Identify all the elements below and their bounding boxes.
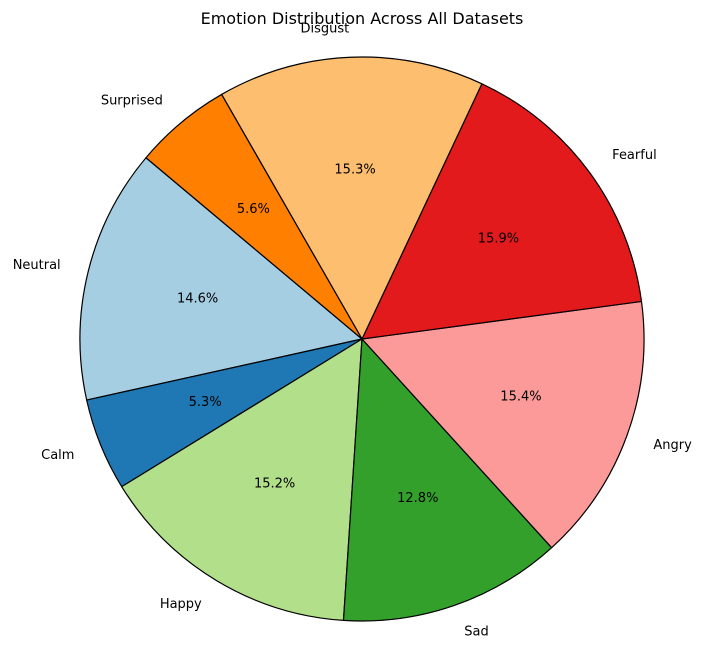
- pie-slice-angry: [361, 300, 645, 549]
- pie-slice-disgust: [221, 56, 483, 340]
- chart-title: Emotion Distribution Across All Datasets: [201, 9, 524, 28]
- slice-percent-fearful: 15.9%: [478, 231, 519, 246]
- pie-slices: [79, 56, 645, 622]
- slice-percent-angry: 15.4%: [500, 389, 541, 404]
- slice-label-neutral: Neutral: [13, 258, 61, 273]
- slice-percent-sad: 12.8%: [397, 491, 438, 506]
- pie-slice-surprised: [145, 93, 363, 340]
- slice-percent-surprised: 5.6%: [237, 202, 270, 217]
- pie-slice-sad: [342, 338, 553, 622]
- slice-label-happy: Happy: [160, 597, 202, 612]
- slice-label-disgust: Disgust: [301, 22, 350, 37]
- slice-label-surprised: Surprised: [101, 94, 163, 109]
- slice-label-sad: Sad: [464, 624, 488, 639]
- pie-labels: Neutral 14.6% Calm 5.3% Happy 15.2% Sad 12.8% An…: [13, 22, 692, 640]
- slice-percent-neutral: 14.6%: [177, 291, 218, 306]
- slice-percent-happy: 15.2%: [254, 476, 295, 491]
- pie-slice-fearful: [361, 83, 643, 340]
- slice-label-fearful: Fearful: [612, 148, 657, 163]
- slice-percent-calm: 5.3%: [189, 395, 222, 410]
- slice-label-calm: Calm: [41, 448, 74, 463]
- slice-percent-disgust: 15.3%: [334, 162, 375, 177]
- pie-slice-neutral: [79, 157, 363, 401]
- pie-slice-happy: [121, 338, 363, 621]
- slice-label-angry: Angry: [653, 438, 692, 453]
